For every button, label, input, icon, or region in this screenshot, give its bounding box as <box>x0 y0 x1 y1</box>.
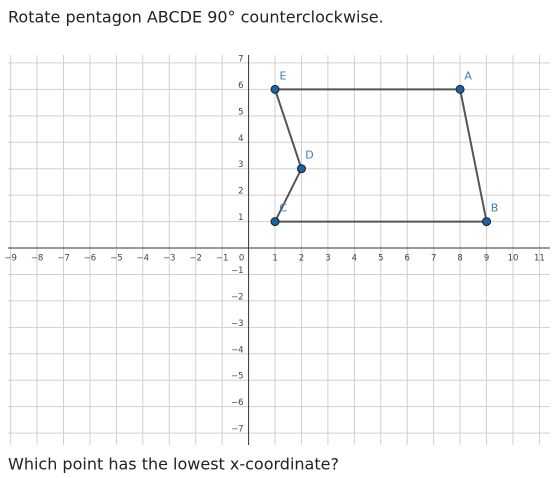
x-tick-label: −2 <box>189 254 202 264</box>
x-tick-label: 7 <box>431 254 436 264</box>
vertex <box>270 84 280 94</box>
x-tick-label: 6 <box>405 254 410 264</box>
y-tick-label: −6 <box>231 398 244 408</box>
y-tick-label: −4 <box>231 345 244 355</box>
x-tick-label: −3 <box>163 254 176 264</box>
x-tick-label: 9 <box>484 254 489 264</box>
x-tick-label: 4 <box>352 254 357 264</box>
x-tick-label: −6 <box>84 254 97 264</box>
vertex-label: A <box>464 69 472 82</box>
x-tick-label: −5 <box>110 254 123 264</box>
x-tick-label: 11 <box>534 254 545 264</box>
x-tick-label: −9 <box>4 254 17 264</box>
x-tick-label: 3 <box>325 254 330 264</box>
x-tick-label: 2 <box>299 254 304 264</box>
y-tick-label: 7 <box>238 54 243 64</box>
vertex <box>455 84 465 94</box>
x-tick-label: 10 <box>508 254 519 264</box>
question: Which point has the lowest x-coordinate? <box>8 455 339 474</box>
y-tick-label: −5 <box>231 372 244 382</box>
y-tick-label: 2 <box>238 187 243 197</box>
x-tick-label: −4 <box>137 254 150 264</box>
x-tick-label: 1 <box>272 254 277 264</box>
x-tick-label: 0 <box>239 254 244 264</box>
y-tick-label: −2 <box>231 292 244 302</box>
vertex-label: B <box>491 202 499 215</box>
x-tick-label: 8 <box>457 254 462 264</box>
y-tick-label: −1 <box>231 266 244 276</box>
vertex-label: E <box>280 69 287 82</box>
vertex <box>482 217 492 227</box>
vertex <box>296 164 306 174</box>
y-tick-label: −3 <box>231 319 244 329</box>
vertex-label: C <box>279 202 287 215</box>
x-tick-label: −8 <box>31 254 44 264</box>
x-tick-label: −7 <box>57 254 70 264</box>
pentagon <box>273 88 488 223</box>
title: Rotate pentagon ABCDE 90° counterclockwi… <box>8 8 384 27</box>
vertex-label: D <box>305 149 313 162</box>
y-tick-label: 4 <box>238 134 243 144</box>
x-tick-label: −1 <box>216 254 229 264</box>
x-tick-label: 5 <box>378 254 383 264</box>
y-tick-label: −7 <box>231 425 244 435</box>
vertex <box>270 217 280 227</box>
y-tick-label: 1 <box>238 213 243 223</box>
y-tick-label: 5 <box>238 107 243 117</box>
y-tick-label: 6 <box>238 81 243 91</box>
y-tick-label: 3 <box>238 160 243 170</box>
